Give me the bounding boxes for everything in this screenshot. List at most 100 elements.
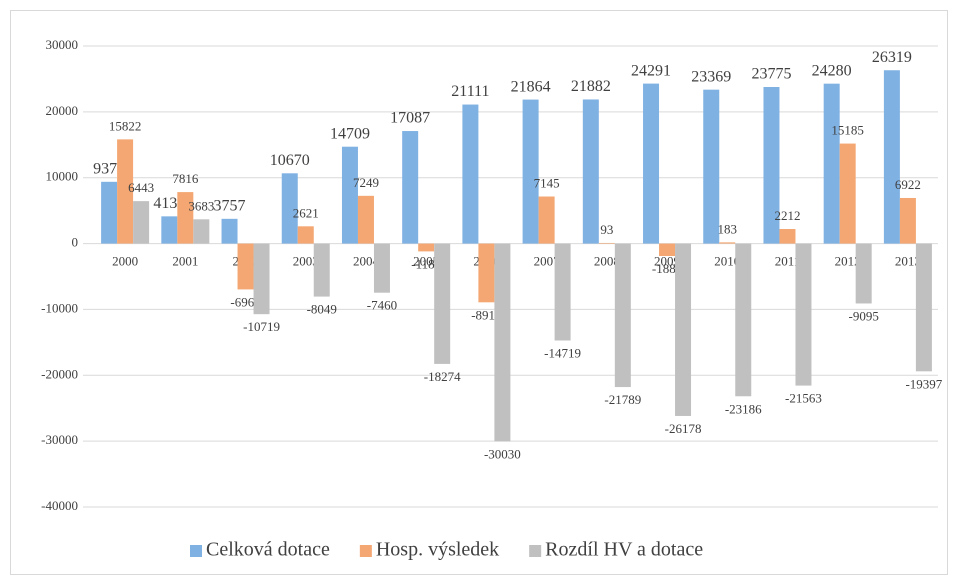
bar — [899, 197, 916, 244]
data-label: 2621 — [293, 205, 319, 220]
legend-label: Hosp. výsledek — [376, 539, 499, 561]
bar — [582, 99, 599, 244]
bar — [177, 192, 194, 244]
data-label: -18274 — [424, 369, 461, 384]
x-tick-label: 2005 — [413, 254, 439, 269]
data-label: 21864 — [511, 78, 551, 95]
data-label: 6922 — [895, 177, 921, 192]
legend-swatch — [359, 545, 372, 557]
y-tick-label: -30000 — [41, 432, 78, 447]
x-tick-label: 2009 — [654, 254, 680, 269]
x-tick-label: 2003 — [293, 254, 319, 269]
bar — [915, 243, 932, 372]
data-label: -19397 — [905, 376, 942, 391]
y-tick-label: 20000 — [46, 103, 79, 118]
bar — [675, 243, 692, 416]
bar — [221, 218, 238, 244]
data-label: 23775 — [751, 66, 791, 83]
y-tick-label: -20000 — [41, 366, 78, 381]
data-label: 15185 — [831, 123, 864, 138]
x-tick-label: 2008 — [594, 254, 620, 269]
bar — [735, 243, 752, 397]
x-tick-label: 2001 — [172, 254, 198, 269]
bar — [614, 243, 631, 388]
bar — [357, 195, 374, 244]
bar — [418, 243, 435, 252]
data-label: 26319 — [872, 49, 912, 66]
data-label: -6962 — [230, 294, 260, 309]
y-tick-label: 30000 — [46, 37, 79, 52]
y-tick-label: 0 — [72, 235, 79, 250]
data-label: 7249 — [353, 175, 379, 190]
data-label: 6443 — [128, 180, 154, 195]
bar — [193, 219, 210, 244]
bar — [117, 139, 134, 244]
data-label: 21111 — [451, 83, 489, 100]
x-tick-label: 2007 — [534, 254, 561, 269]
bar — [522, 99, 539, 244]
bar — [402, 131, 419, 244]
bar — [297, 226, 314, 244]
bar — [237, 243, 254, 290]
bar — [855, 243, 872, 304]
bar — [133, 201, 150, 244]
bar — [554, 243, 571, 341]
bar — [779, 229, 796, 244]
bar — [341, 146, 358, 244]
legend-label: Rozdíl HV a dotace — [545, 539, 703, 561]
data-label: -23186 — [725, 401, 762, 416]
bar — [795, 243, 812, 386]
data-label: 23369 — [691, 68, 731, 85]
bar — [313, 243, 330, 297]
data-label: 3757 — [214, 198, 246, 215]
bar — [643, 83, 660, 244]
data-label: -14719 — [544, 345, 581, 360]
data-label: -21563 — [785, 391, 822, 406]
data-label: 7816 — [172, 171, 199, 186]
x-tick-label: 2011 — [775, 254, 801, 269]
bar — [434, 243, 451, 364]
data-label: -9095 — [849, 308, 879, 323]
bar — [373, 243, 390, 293]
x-tick-label: 2004 — [353, 254, 380, 269]
data-label: 3683 — [188, 198, 214, 213]
y-tick-label: -40000 — [41, 498, 78, 513]
bar — [883, 70, 900, 244]
bar — [839, 143, 856, 244]
data-label: 7145 — [534, 176, 560, 191]
x-tick-label: 2010 — [714, 254, 740, 269]
legend-swatch — [190, 545, 202, 557]
legend-label: Celková dotace — [206, 539, 330, 561]
data-label: 10670 — [270, 152, 310, 169]
data-label: 15822 — [109, 118, 142, 133]
bar — [703, 89, 720, 244]
y-tick-label: 10000 — [46, 169, 79, 184]
bar — [823, 83, 840, 244]
bar — [538, 196, 555, 244]
bar — [494, 243, 511, 442]
data-label: -30030 — [484, 446, 521, 461]
data-label: 9379 — [93, 160, 125, 177]
data-label: -8049 — [307, 302, 337, 317]
data-label: -21789 — [604, 392, 641, 407]
data-label: -8919 — [471, 307, 501, 322]
data-label: 21882 — [571, 78, 611, 95]
data-label: 17087 — [390, 110, 430, 127]
bar — [478, 243, 495, 303]
y-tick-label: -10000 — [41, 300, 78, 315]
data-label: -1187 — [411, 256, 441, 271]
data-label: 2212 — [774, 208, 800, 223]
data-label: 14709 — [330, 125, 370, 142]
data-label: -7460 — [367, 298, 397, 313]
bar — [462, 104, 479, 244]
data-label: 24280 — [812, 62, 852, 79]
x-tick-label: 2000 — [112, 254, 138, 269]
data-label: 93 — [600, 222, 613, 237]
bar — [253, 243, 270, 315]
x-tick-label: 2012 — [835, 254, 861, 269]
bar — [659, 243, 676, 256]
bar — [101, 181, 118, 244]
x-tick-label: 2013 — [895, 254, 921, 269]
